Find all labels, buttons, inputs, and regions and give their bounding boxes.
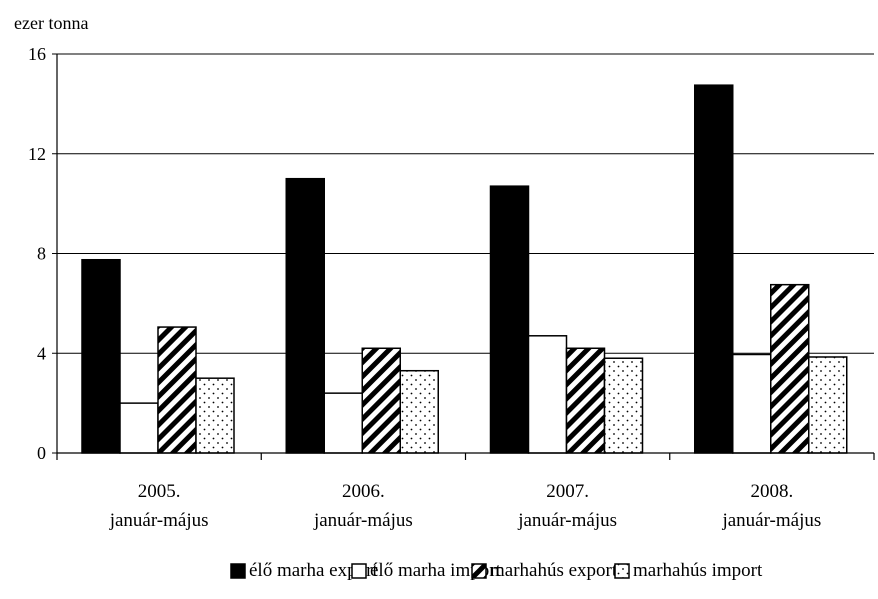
y-tick-label: 4 — [37, 343, 46, 363]
gridlines — [57, 53, 874, 354]
legend-label: élő marha export — [249, 560, 378, 581]
bar-dotted-2 — [399, 369, 439, 454]
bar-dotted-1 — [195, 377, 235, 454]
x-tick-label: január-május — [313, 510, 413, 531]
x-tick-label: 2005. — [138, 481, 181, 502]
bar-diagonal-hatch-1 — [157, 326, 197, 454]
y-axis-label: ezer tonna — [14, 13, 88, 33]
y-tick-label: 8 — [37, 244, 46, 264]
legend-label: élő marha import — [370, 560, 502, 581]
bar-white-4 — [732, 353, 772, 454]
legend-swatch-solid-black — [230, 563, 246, 579]
x-tick-label: január-május — [109, 510, 209, 531]
bar-diagonal-hatch-2 — [361, 347, 401, 454]
x-tick-label: 2007. — [546, 481, 589, 502]
bar-solid-black-4 — [694, 84, 734, 454]
bar-white-3 — [527, 335, 568, 454]
bar-dotted-3 — [603, 357, 644, 454]
x-tick-label: 2008. — [751, 481, 794, 502]
bar-diagonal-hatch-3 — [565, 347, 606, 454]
legend-label: marhahús export — [490, 560, 618, 581]
bar-white-1 — [119, 402, 159, 454]
x-tick-label: január-május — [721, 510, 821, 531]
bar-diagonal-hatch-4 — [770, 283, 810, 454]
x-tick-label: 2006. — [342, 481, 385, 502]
legend-swatch-diagonal-hatch — [471, 563, 487, 579]
legend-swatch-dotted — [614, 563, 630, 579]
bar-solid-black-2 — [285, 177, 325, 454]
x-tick-labels: 2005. január-május 2006. január-május 2007. j… — [109, 481, 822, 531]
x-tick-label: január-május — [517, 510, 617, 531]
bar-solid-black-1 — [81, 258, 121, 454]
legend-swatch-white — [351, 563, 367, 579]
y-tick-label: 12 — [28, 144, 46, 164]
bar-dotted-4 — [808, 356, 848, 454]
y-tick-labels: 0 4 8 12 16 — [28, 44, 57, 463]
y-tick-label: 0 — [37, 443, 46, 463]
legend-label: marhahús import — [633, 560, 763, 581]
bar-solid-black-3 — [489, 185, 530, 454]
y-tick-label: 16 — [28, 44, 46, 64]
bar-white-2 — [323, 392, 363, 454]
bars — [81, 84, 848, 454]
